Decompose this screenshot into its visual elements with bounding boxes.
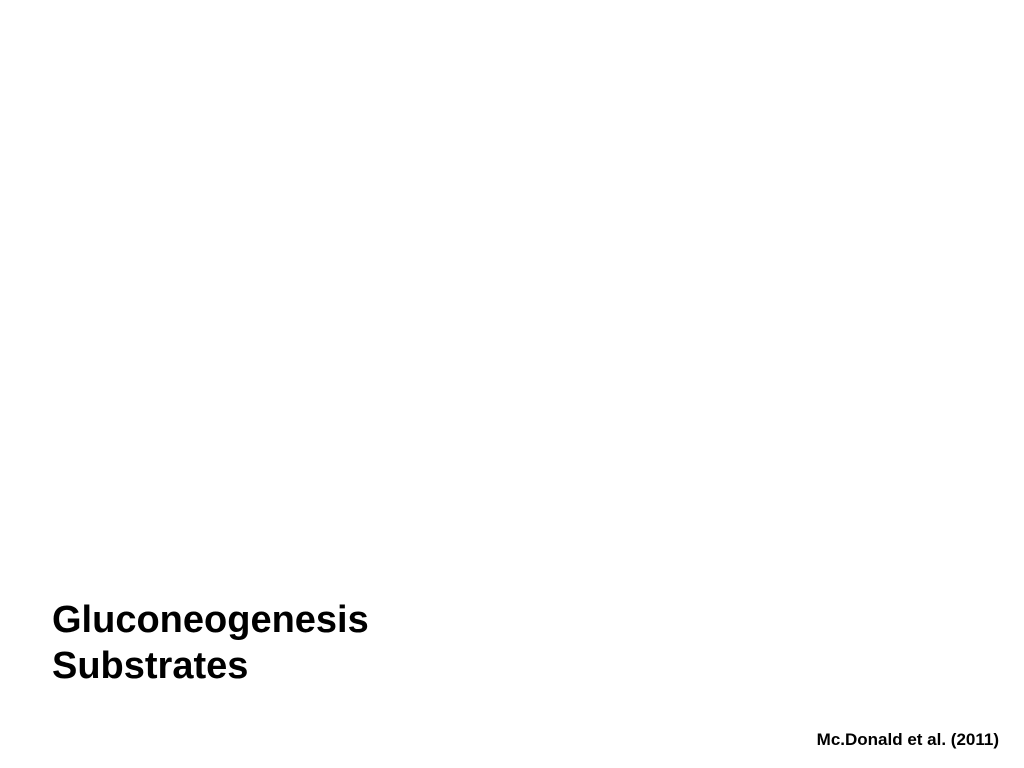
slide-title-line-1: Gluconeogenesis: [52, 598, 369, 644]
slide-title-line-2: Substrates: [52, 644, 369, 690]
slide-title-block: Gluconeogenesis Substrates: [52, 598, 369, 689]
slide-container: Gluconeogenesis Substrates Mc.Donald et …: [0, 0, 1024, 768]
slide-citation: Mc.Donald et al. (2011): [817, 730, 999, 750]
